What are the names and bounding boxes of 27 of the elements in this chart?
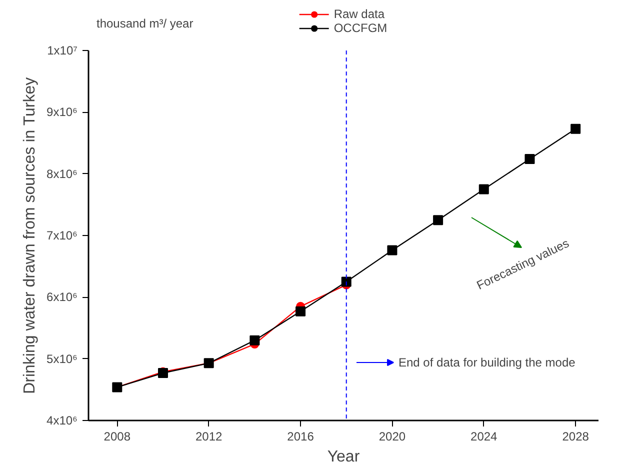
point [433,215,444,226]
y-tick-label: 1x10⁷ [47,44,78,58]
legend-label: OCCFGM [334,21,388,35]
x-axis-title: Year [327,448,360,466]
point [478,184,489,194]
point [524,154,535,164]
text: thousand m³/ year [96,16,194,30]
x-tick-label: 2028 [562,430,590,444]
x-tick-label: 2008 [104,430,131,444]
y-tick-label: 9x10⁶ [46,105,78,120]
y-tick-label: 7x10⁶ [46,228,78,242]
annotation: End of data for building the mode [398,356,576,370]
x-tick-label: 2020 [378,430,406,444]
x-tick-label: 2012 [195,430,223,444]
y-tick-label: 8x10⁶ [46,166,78,181]
point [341,276,352,287]
x-tick-label: 2024 [470,430,498,444]
legend-label: Raw data [334,7,385,21]
point [570,124,581,134]
point [250,335,260,346]
x-tick-label: 2016 [287,430,314,444]
point [387,245,398,256]
y-tick-label: 4x10⁶ [46,414,78,428]
point [296,306,306,316]
y-tick-label: 6x10⁶ [46,290,78,304]
y-tick-label: 5x10⁶ [46,352,78,366]
y-axis-title: Drinking water drawn from sources in Turkey [22,77,39,394]
